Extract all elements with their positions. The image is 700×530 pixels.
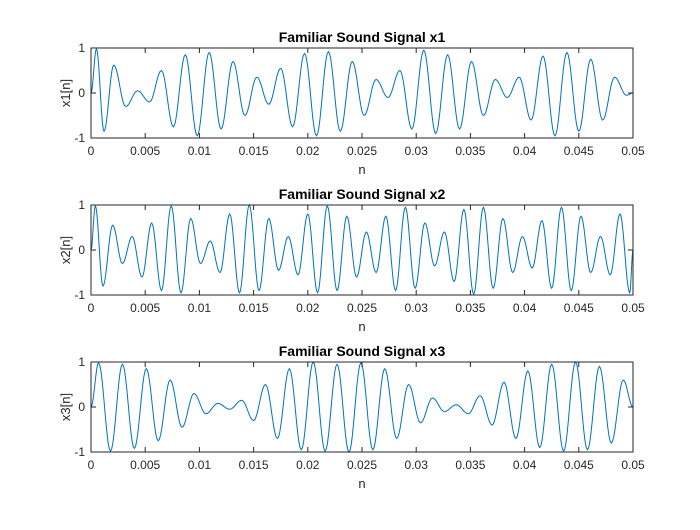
x-tick-label: 0.015 <box>239 458 269 472</box>
x-tick-label: 0.03 <box>405 458 429 472</box>
x-tick-label: 0.045 <box>564 301 594 315</box>
x-tick-label: 0.01 <box>188 144 212 158</box>
y-axis-label: x2[n] <box>58 236 73 264</box>
series-line-1-1 <box>90 47 634 137</box>
x-tick-label: 0.035 <box>455 301 485 315</box>
chart-title: Familiar Sound Signal x1 <box>279 29 446 45</box>
x-tick-label: 0.005 <box>130 301 160 315</box>
x-tick-label: 0.02 <box>296 301 320 315</box>
x-tick-label: 0.03 <box>405 301 429 315</box>
subplot-2: 0 0.005 0.01 0.015 0.02 0.025 0.03 0.035 0.04 0.0… <box>58 186 645 334</box>
x-tick-label: 0 <box>88 144 95 158</box>
subplot-1: 0 0.005 0.01 0.015 0.02 0.025 0.03 0.035 0.04 0.0… <box>58 29 645 177</box>
x-tick-label: 0.025 <box>347 301 377 315</box>
x-tick-label: 0.025 <box>347 458 377 472</box>
x-tick-label: 0.01 <box>188 301 212 315</box>
x-tick-label: 0.05 <box>621 301 645 315</box>
x-tick-label: 0.04 <box>513 458 537 472</box>
x-tick-label: 0.01 <box>188 458 212 472</box>
series-line-3-1 <box>90 360 634 454</box>
x-tick-label: 0.045 <box>564 144 594 158</box>
y-tick-label: 1 <box>78 355 85 369</box>
y-tick-label: 0 <box>78 400 85 414</box>
y-tick-label: -1 <box>74 288 85 302</box>
y-tick-label: 0 <box>78 86 85 100</box>
x-tick-label: 0.005 <box>130 458 160 472</box>
y-tick-label: 0 <box>78 243 85 257</box>
x-tick-label: 0.015 <box>239 301 269 315</box>
x-tick-label: 0.045 <box>564 458 594 472</box>
x-axis-label: n <box>358 319 365 334</box>
subplot-3: 0 0.005 0.01 0.015 0.02 0.025 0.03 0.035 0.04 0.0… <box>58 343 645 491</box>
x-tick-label: 0.04 <box>513 301 537 315</box>
y-tick-label: 1 <box>78 41 85 55</box>
x-tick-label: 0.025 <box>347 144 377 158</box>
x-tick-label: 0.04 <box>513 144 537 158</box>
y-axis-label: x1[n] <box>58 79 73 107</box>
y-tick-label: 1 <box>78 198 85 212</box>
x-tick-label: 0.05 <box>621 144 645 158</box>
x-axis-label: n <box>358 476 365 491</box>
x-tick-label: 0.02 <box>296 144 320 158</box>
x-tick-label: 0.035 <box>455 458 485 472</box>
plot-area <box>91 362 633 452</box>
chart-title: Familiar Sound Signal x3 <box>279 343 446 359</box>
x-tick-label: 0.03 <box>405 144 429 158</box>
y-axis-label: x3[n] <box>58 393 73 421</box>
x-tick-label: 0 <box>88 301 95 315</box>
x-tick-label: 0.005 <box>130 144 160 158</box>
y-tick-label: -1 <box>74 131 85 145</box>
x-tick-label: 0 <box>88 458 95 472</box>
x-tick-label: 0.05 <box>621 458 645 472</box>
chart-title: Familiar Sound Signal x2 <box>279 186 446 202</box>
y-tick-label: -1 <box>74 445 85 459</box>
x-tick-label: 0.035 <box>455 144 485 158</box>
series-line-2-1 <box>90 203 634 296</box>
plot-area <box>91 48 633 138</box>
x-tick-label: 0.015 <box>239 144 269 158</box>
x-axis-label: n <box>358 162 365 177</box>
x-tick-label: 0.02 <box>296 458 320 472</box>
